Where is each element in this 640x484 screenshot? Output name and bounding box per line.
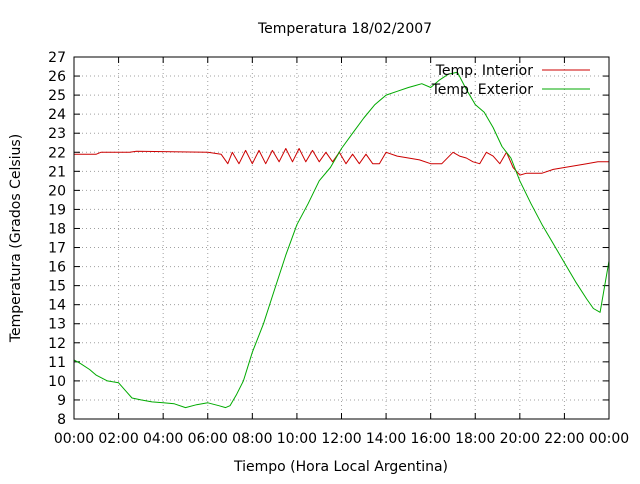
y-tick-label: 12 bbox=[48, 336, 66, 352]
axis-ticks: 8 9 10 11 12 13 14 15 16 17 18 19 20 21 22 23 24 25 26 27 00… bbox=[48, 50, 629, 447]
y-tick-label: 14 bbox=[48, 298, 66, 314]
series-line-exterior bbox=[73, 71, 610, 409]
x-tick-label: 10:00 bbox=[277, 431, 317, 447]
x-tick-label: 18:00 bbox=[455, 431, 495, 447]
y-tick-label: 15 bbox=[48, 279, 66, 295]
x-tick-label: 02:00 bbox=[98, 431, 138, 447]
y-tick-label: 19 bbox=[48, 202, 66, 218]
plot-frame bbox=[73, 56, 610, 420]
legend: Temp. Interior Temp. Exterior bbox=[431, 63, 590, 98]
chart-title: Temperatura 18/02/2007 bbox=[257, 21, 432, 37]
series-line-interior bbox=[74, 148, 609, 176]
y-tick-label: 18 bbox=[48, 221, 66, 237]
y-tick-label: 16 bbox=[48, 260, 66, 276]
legend-label-interior: Temp. Interior bbox=[435, 63, 534, 79]
y-axis-label: Temperatura (Grados Celsius) bbox=[8, 134, 24, 343]
x-axis-label: Tiempo (Hora Local Argentina) bbox=[233, 459, 448, 475]
y-tick-label: 24 bbox=[48, 107, 66, 123]
x-tick-label: 22:00 bbox=[544, 431, 584, 447]
x-tick-label: 20:00 bbox=[500, 431, 540, 447]
y-tick-label: 27 bbox=[48, 50, 66, 66]
y-tick-label: 23 bbox=[48, 126, 66, 142]
x-tick-label: 14:00 bbox=[366, 431, 406, 447]
y-tick-label: 22 bbox=[48, 145, 66, 161]
y-tick-label: 25 bbox=[48, 88, 66, 104]
x-tick-label: 06:00 bbox=[188, 431, 228, 447]
y-tick-label: 26 bbox=[48, 69, 66, 85]
x-tick-label: 00:00 bbox=[589, 431, 629, 447]
y-tick-label: 21 bbox=[48, 164, 66, 180]
legend-label-exterior: Temp. Exterior bbox=[431, 82, 534, 98]
y-tick-label: 8 bbox=[57, 412, 66, 428]
y-tick-label: 9 bbox=[57, 393, 66, 409]
y-tick-label: 11 bbox=[48, 355, 66, 371]
y-tick-label: 17 bbox=[48, 241, 66, 257]
x-tick-label: 04:00 bbox=[143, 431, 183, 447]
x-tick-label: 16:00 bbox=[410, 431, 450, 447]
x-tick-label: 12:00 bbox=[321, 431, 361, 447]
grid-lines bbox=[74, 57, 609, 419]
y-tick-label: 20 bbox=[48, 183, 66, 199]
y-tick-label: 13 bbox=[48, 317, 66, 333]
x-tick-label: 00:00 bbox=[54, 431, 94, 447]
y-tick-label: 10 bbox=[48, 374, 66, 390]
series-lines bbox=[73, 71, 610, 409]
x-tick-label: 08:00 bbox=[232, 431, 272, 447]
